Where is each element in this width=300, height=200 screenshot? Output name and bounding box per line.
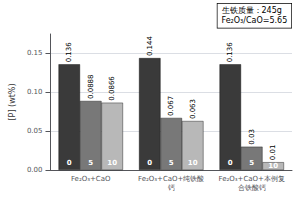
svg-text:0.063: 0.063 (189, 99, 197, 119)
svg-text:0.136: 0.136 (65, 42, 73, 63)
svg-text:0: 0 (67, 159, 72, 167)
svg-text:10: 10 (107, 159, 117, 167)
svg-text:0.10: 0.10 (27, 88, 43, 96)
svg-text:[P] (wt%): [P] (wt%) (8, 83, 17, 120)
svg-text:0.01: 0.01 (269, 145, 277, 161)
svg-text:生铁质量：245g: 生铁质量：245g (222, 6, 282, 15)
svg-text:Fe₂O₃+CaO+本例复: Fe₂O₃+CaO+本例复 (218, 175, 284, 183)
svg-text:0: 0 (147, 159, 152, 167)
svg-text:5: 5 (169, 159, 174, 167)
svg-text:0.144: 0.144 (146, 36, 154, 57)
svg-text:0.0866: 0.0866 (108, 76, 116, 101)
svg-text:钙: 钙 (167, 184, 175, 192)
svg-text:0.05: 0.05 (27, 127, 43, 135)
svg-text:Fe₂O₃/CaO=5.65: Fe₂O₃/CaO=5.65 (222, 16, 288, 25)
svg-text:10: 10 (268, 162, 278, 170)
svg-text:5: 5 (88, 159, 93, 167)
svg-text:0.03: 0.03 (248, 129, 256, 145)
svg-text:5: 5 (249, 159, 254, 167)
svg-text:0: 0 (228, 159, 233, 167)
svg-text:Fe₂O₃+CaO: Fe₂O₃+CaO (71, 175, 111, 183)
svg-text:0.0888: 0.0888 (87, 74, 95, 99)
svg-text:10: 10 (188, 159, 198, 167)
svg-text:0.15: 0.15 (27, 49, 43, 57)
svg-text:0.00: 0.00 (27, 166, 43, 174)
svg-text:Fe₂O₃+CaO+纯铁酸: Fe₂O₃+CaO+纯铁酸 (138, 175, 205, 183)
svg-text:0.067: 0.067 (167, 96, 175, 116)
svg-text:0.136: 0.136 (226, 42, 234, 63)
svg-text:合铁酸钙: 合铁酸钙 (238, 184, 266, 192)
